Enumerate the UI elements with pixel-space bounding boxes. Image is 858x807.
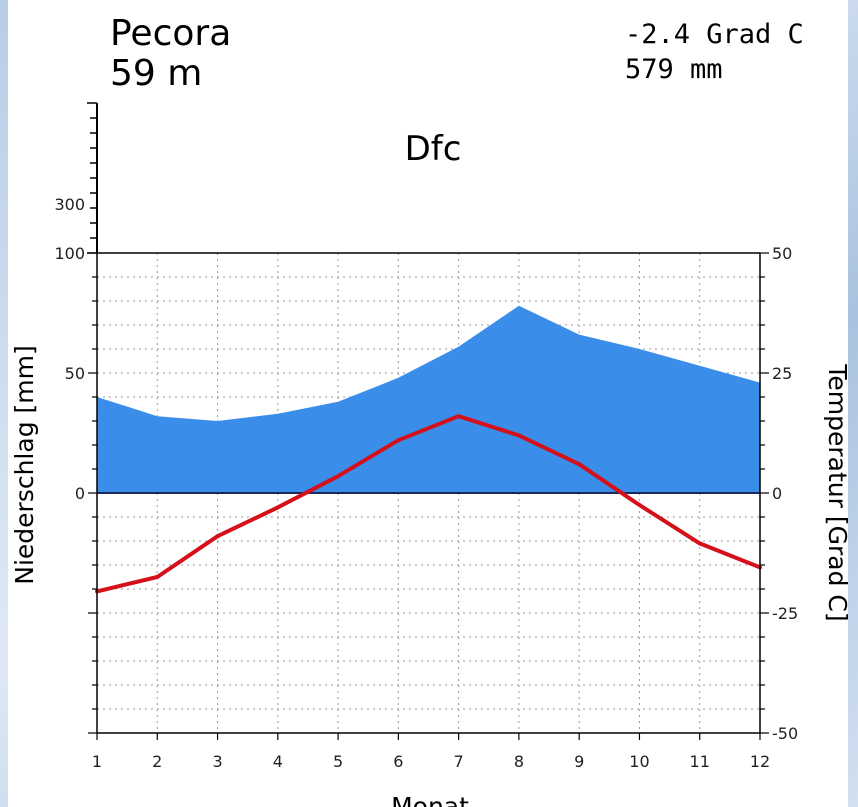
y-axis-left-label: Niederschlag [mm] <box>10 345 39 584</box>
right-tick-label: -50 <box>772 724 798 743</box>
x-axis-label: Monat <box>391 792 469 807</box>
temperature-point <box>456 414 461 419</box>
temperature-line <box>96 414 761 594</box>
temperature-point <box>336 474 341 479</box>
x-tick-label: 5 <box>333 752 343 771</box>
x-tick-label: 10 <box>629 752 649 771</box>
x-tick-label: 3 <box>212 752 222 771</box>
left-tick-label: 50 <box>65 364 85 383</box>
left-tick-label: 100 <box>54 244 85 263</box>
station-elevation: 59 m <box>110 53 202 94</box>
temperature-point <box>155 575 160 579</box>
right-tick-label: 0 <box>772 484 782 503</box>
x-tick-label: 11 <box>690 752 710 771</box>
left-tick-labels: 300 100 50 0 <box>54 195 85 503</box>
x-tick-label: 1 <box>92 752 102 771</box>
temperature-point <box>577 462 582 467</box>
mean-temperature: -2.4 Grad C <box>625 19 804 50</box>
y-axis-right-label: Temperatur [Grad C] <box>823 363 852 621</box>
x-tick-label: 12 <box>750 752 770 771</box>
x-tick-label: 4 <box>273 752 283 771</box>
left-tick-label: 300 <box>54 195 85 214</box>
right-tick-label: -25 <box>772 604 798 623</box>
temperature-point <box>637 503 642 507</box>
x-tick-label: 7 <box>454 752 464 771</box>
right-tick-labels: 50 25 0 -25 -50 <box>772 244 798 743</box>
temperature-point <box>396 438 401 443</box>
x-tick-labels: 1 2 3 4 5 6 7 8 9 10 11 12 <box>92 752 770 771</box>
x-tick-label: 9 <box>574 752 584 771</box>
temperature-point <box>275 505 280 510</box>
temperature-point <box>516 433 521 438</box>
annual-precipitation: 579 mm <box>625 54 723 85</box>
station-name: Pecora <box>110 13 231 54</box>
right-tick-label: 50 <box>772 244 792 263</box>
temperature-point <box>697 541 702 546</box>
minor-ticks <box>88 252 769 740</box>
chart-title: Dfc <box>405 129 462 169</box>
x-tick-label: 8 <box>514 752 524 771</box>
right-tick-label: 25 <box>772 364 792 383</box>
precipitation-area <box>97 305 760 493</box>
x-tick-label: 6 <box>393 752 403 771</box>
x-tick-label: 2 <box>152 752 162 771</box>
temperature-point <box>215 534 220 539</box>
temperature-points <box>95 414 762 594</box>
left-tick-label: 0 <box>75 484 85 503</box>
